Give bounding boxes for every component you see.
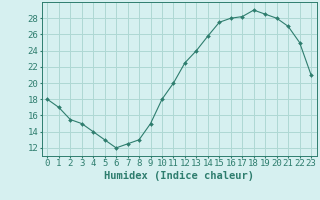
X-axis label: Humidex (Indice chaleur): Humidex (Indice chaleur) [104,171,254,181]
